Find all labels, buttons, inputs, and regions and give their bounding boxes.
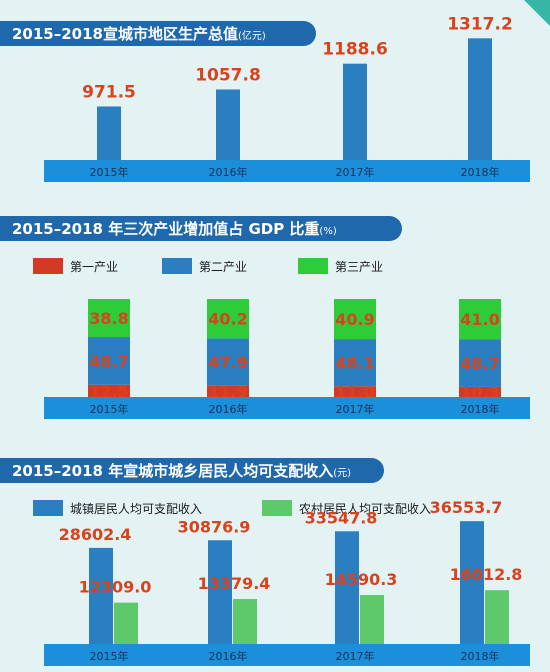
gdp-value-label: 1317.2 <box>447 14 513 34</box>
segment-value-label: 47.9 <box>208 353 247 372</box>
income-bars: 28602.4 12309.0 30876.9 13379.4 33547.8 14590… <box>59 498 523 644</box>
stack-segment <box>207 338 249 386</box>
rural-bar <box>485 590 509 644</box>
title-unit: (元) <box>333 468 351 479</box>
rural-value-label: 14590.3 <box>325 570 398 589</box>
stack-segment <box>334 386 376 397</box>
rural-bar <box>114 602 138 644</box>
legend-swatch <box>298 258 328 274</box>
legend-swatch <box>33 500 63 516</box>
x-tick-label: 2016年 <box>209 165 248 179</box>
legend-label: 第二产业 <box>199 260 247 274</box>
x-tick-label: 2016年 <box>209 649 248 663</box>
gdp-bars: 971.5 1057.8 1188.6 1317.2 <box>82 14 513 161</box>
segment-value-label: 12.5 <box>89 382 128 401</box>
title-unit: (亿元) <box>238 29 266 42</box>
stack-segment <box>459 386 501 397</box>
urban-bar <box>208 540 232 644</box>
header-pill <box>0 458 384 483</box>
segment-value-label: 48.7 <box>89 352 128 371</box>
x-tick-label: 2018年 <box>461 649 500 663</box>
legend-swatch <box>162 258 192 274</box>
segment-value-label: 11.0 <box>335 383 374 402</box>
legend-label: 农村居民人均可支配收入 <box>299 502 431 516</box>
x-axis-band <box>44 160 530 182</box>
stack-segment <box>334 339 376 387</box>
segment-value-label: 40.2 <box>208 310 247 329</box>
title-unit: (%) <box>319 226 336 237</box>
segment-value-label: 48.1 <box>335 354 374 373</box>
rural-value-label: 12309.0 <box>79 578 152 597</box>
urban-value-label: 30876.9 <box>178 517 251 536</box>
rural-bar <box>233 599 257 644</box>
gdp-bar <box>97 106 121 160</box>
gdp-value-label: 1057.8 <box>195 65 261 85</box>
segment-value-label: 40.9 <box>335 310 374 329</box>
legend-label: 第三产业 <box>335 260 383 274</box>
title-text: 2015–2018 年三次产业增加值占 GDP 比重 <box>12 220 319 238</box>
header-pill <box>0 21 316 46</box>
x-tick-label: 2015年 <box>90 402 129 416</box>
gdp-value-label: 971.5 <box>82 82 136 102</box>
stack-segment <box>88 384 130 397</box>
legend-swatch <box>262 500 292 516</box>
x-tick-label: 2017年 <box>336 165 375 179</box>
stack-segment <box>334 299 376 340</box>
stack-segment <box>88 299 130 338</box>
x-tick-label: 2017年 <box>336 649 375 663</box>
section-header: 2015–2018 年三次产业增加值占 GDP 比重(%) <box>0 216 402 241</box>
x-tick-label: 2017年 <box>336 402 375 416</box>
x-tick-label: 2016年 <box>209 402 248 416</box>
stack-segment <box>459 299 501 340</box>
section-header: 2015–2018宣城市地区生产总值(亿元) <box>0 21 316 46</box>
legend-label: 第一产业 <box>70 260 118 274</box>
urban-bar <box>460 521 484 644</box>
urban-bar <box>89 547 113 644</box>
urban-bar <box>335 531 359 644</box>
rural-value-label: 16012.8 <box>450 565 523 584</box>
section-title: 2015–2018 年宣城市城乡居民人均可支配收入(元) <box>12 462 351 480</box>
x-axis-band <box>44 644 530 666</box>
legend-swatch <box>33 258 63 274</box>
segment-value-label: 38.8 <box>89 309 128 328</box>
rural-bar <box>360 594 384 644</box>
x-axis-band <box>44 397 530 419</box>
stack-segment <box>88 337 130 385</box>
urban-value-label: 33547.8 <box>305 508 378 527</box>
x-tick-label: 2018年 <box>461 165 500 179</box>
header-pill <box>0 216 402 241</box>
section-title: 2015–2018宣城市地区生产总值(亿元) <box>12 25 266 43</box>
share-bars: 12.548.738.811.947.940.211.048.140.910.3… <box>88 299 501 402</box>
segment-value-label: 41.0 <box>460 310 499 329</box>
section-title: 2015–2018 年三次产业增加值占 GDP 比重(%) <box>12 220 337 238</box>
title-text: 2015–2018宣城市地区生产总值 <box>12 25 238 43</box>
stack-segment <box>459 339 501 387</box>
corner-decoration <box>524 0 550 26</box>
gdp-bar <box>216 89 240 160</box>
gdp-value-label: 1188.6 <box>322 40 388 60</box>
rural-value-label: 13379.4 <box>198 574 271 593</box>
segment-value-label: 11.9 <box>208 382 247 401</box>
urban-value-label: 36553.7 <box>430 498 503 517</box>
section-header: 2015–2018 年宣城市城乡居民人均可支配收入(元) <box>0 458 384 483</box>
x-tick-label: 2015年 <box>90 649 129 663</box>
x-tick-label: 2018年 <box>461 402 500 416</box>
title-text: 2015–2018 年宣城市城乡居民人均可支配收入 <box>12 462 333 480</box>
stack-segment <box>207 385 249 397</box>
x-tick-label: 2015年 <box>90 165 129 179</box>
segment-value-label: 48.7 <box>460 354 499 373</box>
stack-segment <box>207 299 249 339</box>
urban-value-label: 28602.4 <box>59 525 132 544</box>
legend-label: 城镇居民人均可支配收入 <box>70 502 202 516</box>
gdp-bar <box>468 38 492 161</box>
gdp-bar <box>343 63 367 161</box>
